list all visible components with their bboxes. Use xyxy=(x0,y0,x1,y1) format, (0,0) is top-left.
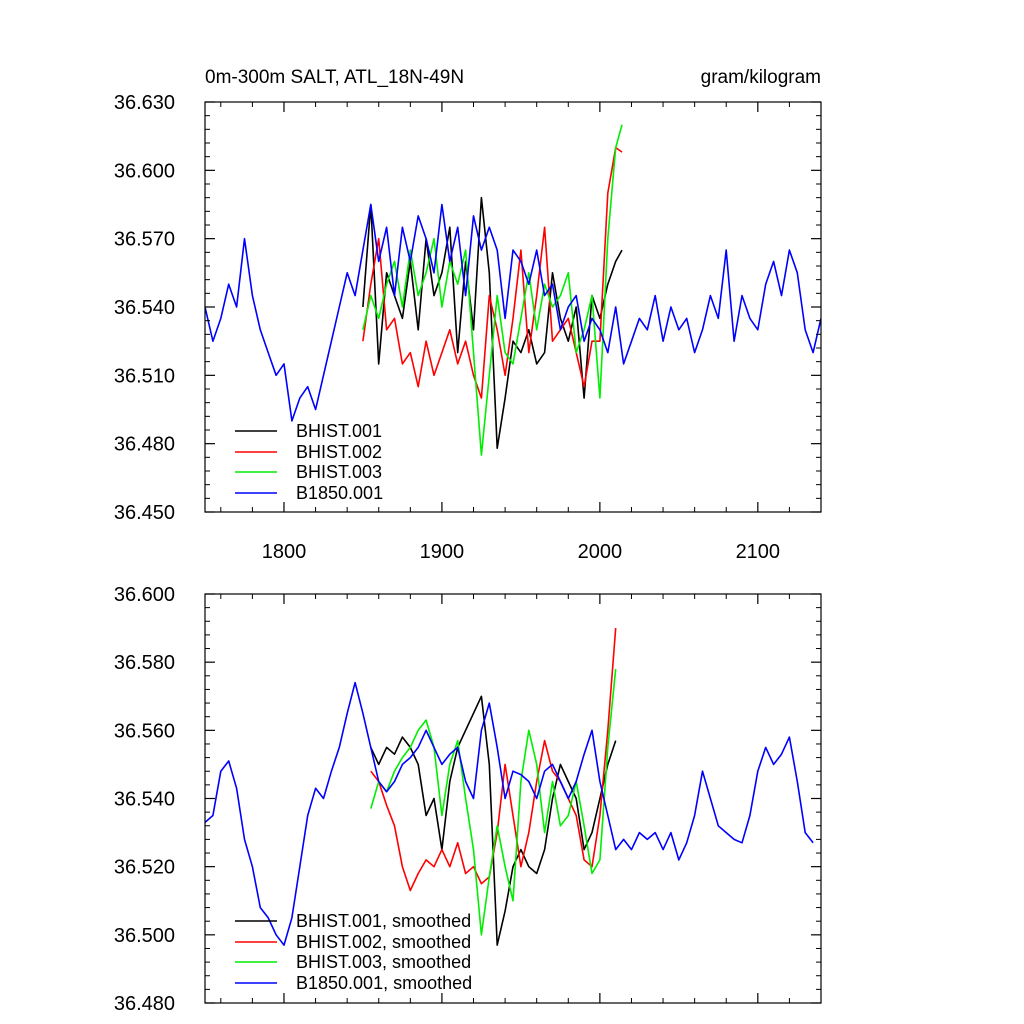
top-panel-legend: BHIST.001 BHIST.002 BHIST.003 B1850.001 xyxy=(235,421,383,503)
y-tick-label: 36.500 xyxy=(114,925,175,947)
y-tick-label: 36.560 xyxy=(114,720,175,742)
bottom-panel: 36.480 36.500 36.520 36.540 36.560 36.580 36.6… xyxy=(114,584,822,1015)
legend-label-bhist-002-smoothed: BHIST.002, smoothed xyxy=(296,932,471,952)
series-line-b1850-001 xyxy=(205,203,821,422)
legend-label-bhist-003-smoothed: BHIST.003, smoothed xyxy=(296,952,471,972)
y-tick-label: 36.520 xyxy=(114,857,175,879)
y-tick-label: 36.630 xyxy=(114,92,175,114)
legend-label-b1850-001-smoothed: B1850.001, smoothed xyxy=(296,973,472,993)
top-panel: 0m-300m SALT, ATL_18N-49N gram/kilogram … xyxy=(114,67,822,563)
y-tick-label: 36.580 xyxy=(114,652,175,674)
x-tick-label: 1900 xyxy=(420,541,465,563)
top-panel-series-lines xyxy=(205,124,821,456)
bottom-panel-legend: BHIST.001, smoothed BHIST.002, smoothed … xyxy=(235,911,472,993)
y-tick-label: 36.600 xyxy=(114,584,175,606)
top-panel-title: 0m-300m SALT, ATL_18N-49N xyxy=(205,67,464,88)
bottom-panel-axes: 36.480 36.500 36.520 36.540 36.560 36.580 36.6… xyxy=(114,584,822,1015)
legend-label-bhist-003: BHIST.003 xyxy=(296,462,382,482)
y-tick-label: 36.570 xyxy=(114,229,175,251)
x-tick-label: 2100 xyxy=(736,541,781,563)
series-line-b1850-001-smoothed xyxy=(205,681,814,946)
legend-label-b1850-001: B1850.001 xyxy=(296,483,383,503)
y-tick-label: 36.450 xyxy=(114,502,175,524)
series-line-bhist-002 xyxy=(362,146,623,399)
x-tick-label: 1800 xyxy=(262,541,307,563)
y-tick-label: 36.540 xyxy=(114,297,175,319)
series-line-bhist-003-smoothed xyxy=(370,668,617,936)
x-tick-label: 2000 xyxy=(578,541,623,563)
legend-label-bhist-001-smoothed: BHIST.001, smoothed xyxy=(296,911,471,931)
legend-label-bhist-001: BHIST.001 xyxy=(296,421,382,441)
top-panel-units: gram/kilogram xyxy=(701,67,821,88)
legend-label-bhist-002: BHIST.002 xyxy=(296,442,382,462)
y-tick-label: 36.540 xyxy=(114,789,175,811)
bottom-panel-series-lines xyxy=(205,628,814,946)
y-tick-label: 36.510 xyxy=(114,365,175,387)
series-line-bhist-001 xyxy=(362,196,623,450)
top-panel-axes: 36.450 36.480 36.510 36.540 36.570 36.600 36.6… xyxy=(114,92,822,563)
y-tick-label: 36.480 xyxy=(114,434,175,456)
y-tick-label: 36.600 xyxy=(114,160,175,182)
y-tick-label: 36.480 xyxy=(114,993,175,1015)
series-line-bhist-003 xyxy=(362,124,623,456)
